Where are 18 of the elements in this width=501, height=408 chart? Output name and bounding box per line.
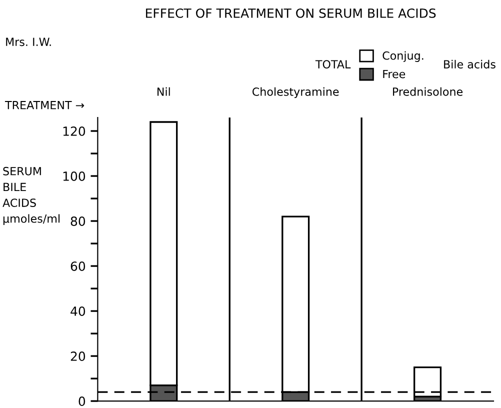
legend-label: Conjug. [382,51,424,62]
text: TREATMENT → [4,101,84,110]
y-tick-label: 120 [63,126,86,136]
chart-title: EFFECT OF TREATMENT ON SERUM BILE ACIDS [146,8,436,18]
text: Bile acids [444,60,496,69]
x-tick-label: Cholestyramine [252,87,339,98]
y-tick-label: 60 [70,262,86,271]
x-tick-label: Nil [158,87,170,96]
text: Mrs. I.W. [6,38,51,46]
y-axis-title: SERUM BILE ACIDS μmoles/ml [2,166,60,225]
y-tick-label: 40 [70,306,86,316]
text: TOTAL [315,60,351,69]
y-tick-label: 0 [78,396,86,406]
y-tick-label: 80 [70,216,86,226]
y-tick-label: 20 [70,352,86,361]
y-tick-label: 100 [63,171,86,181]
legend-label: Free [383,70,406,78]
x-tick-label: Prednisolone [393,87,463,96]
